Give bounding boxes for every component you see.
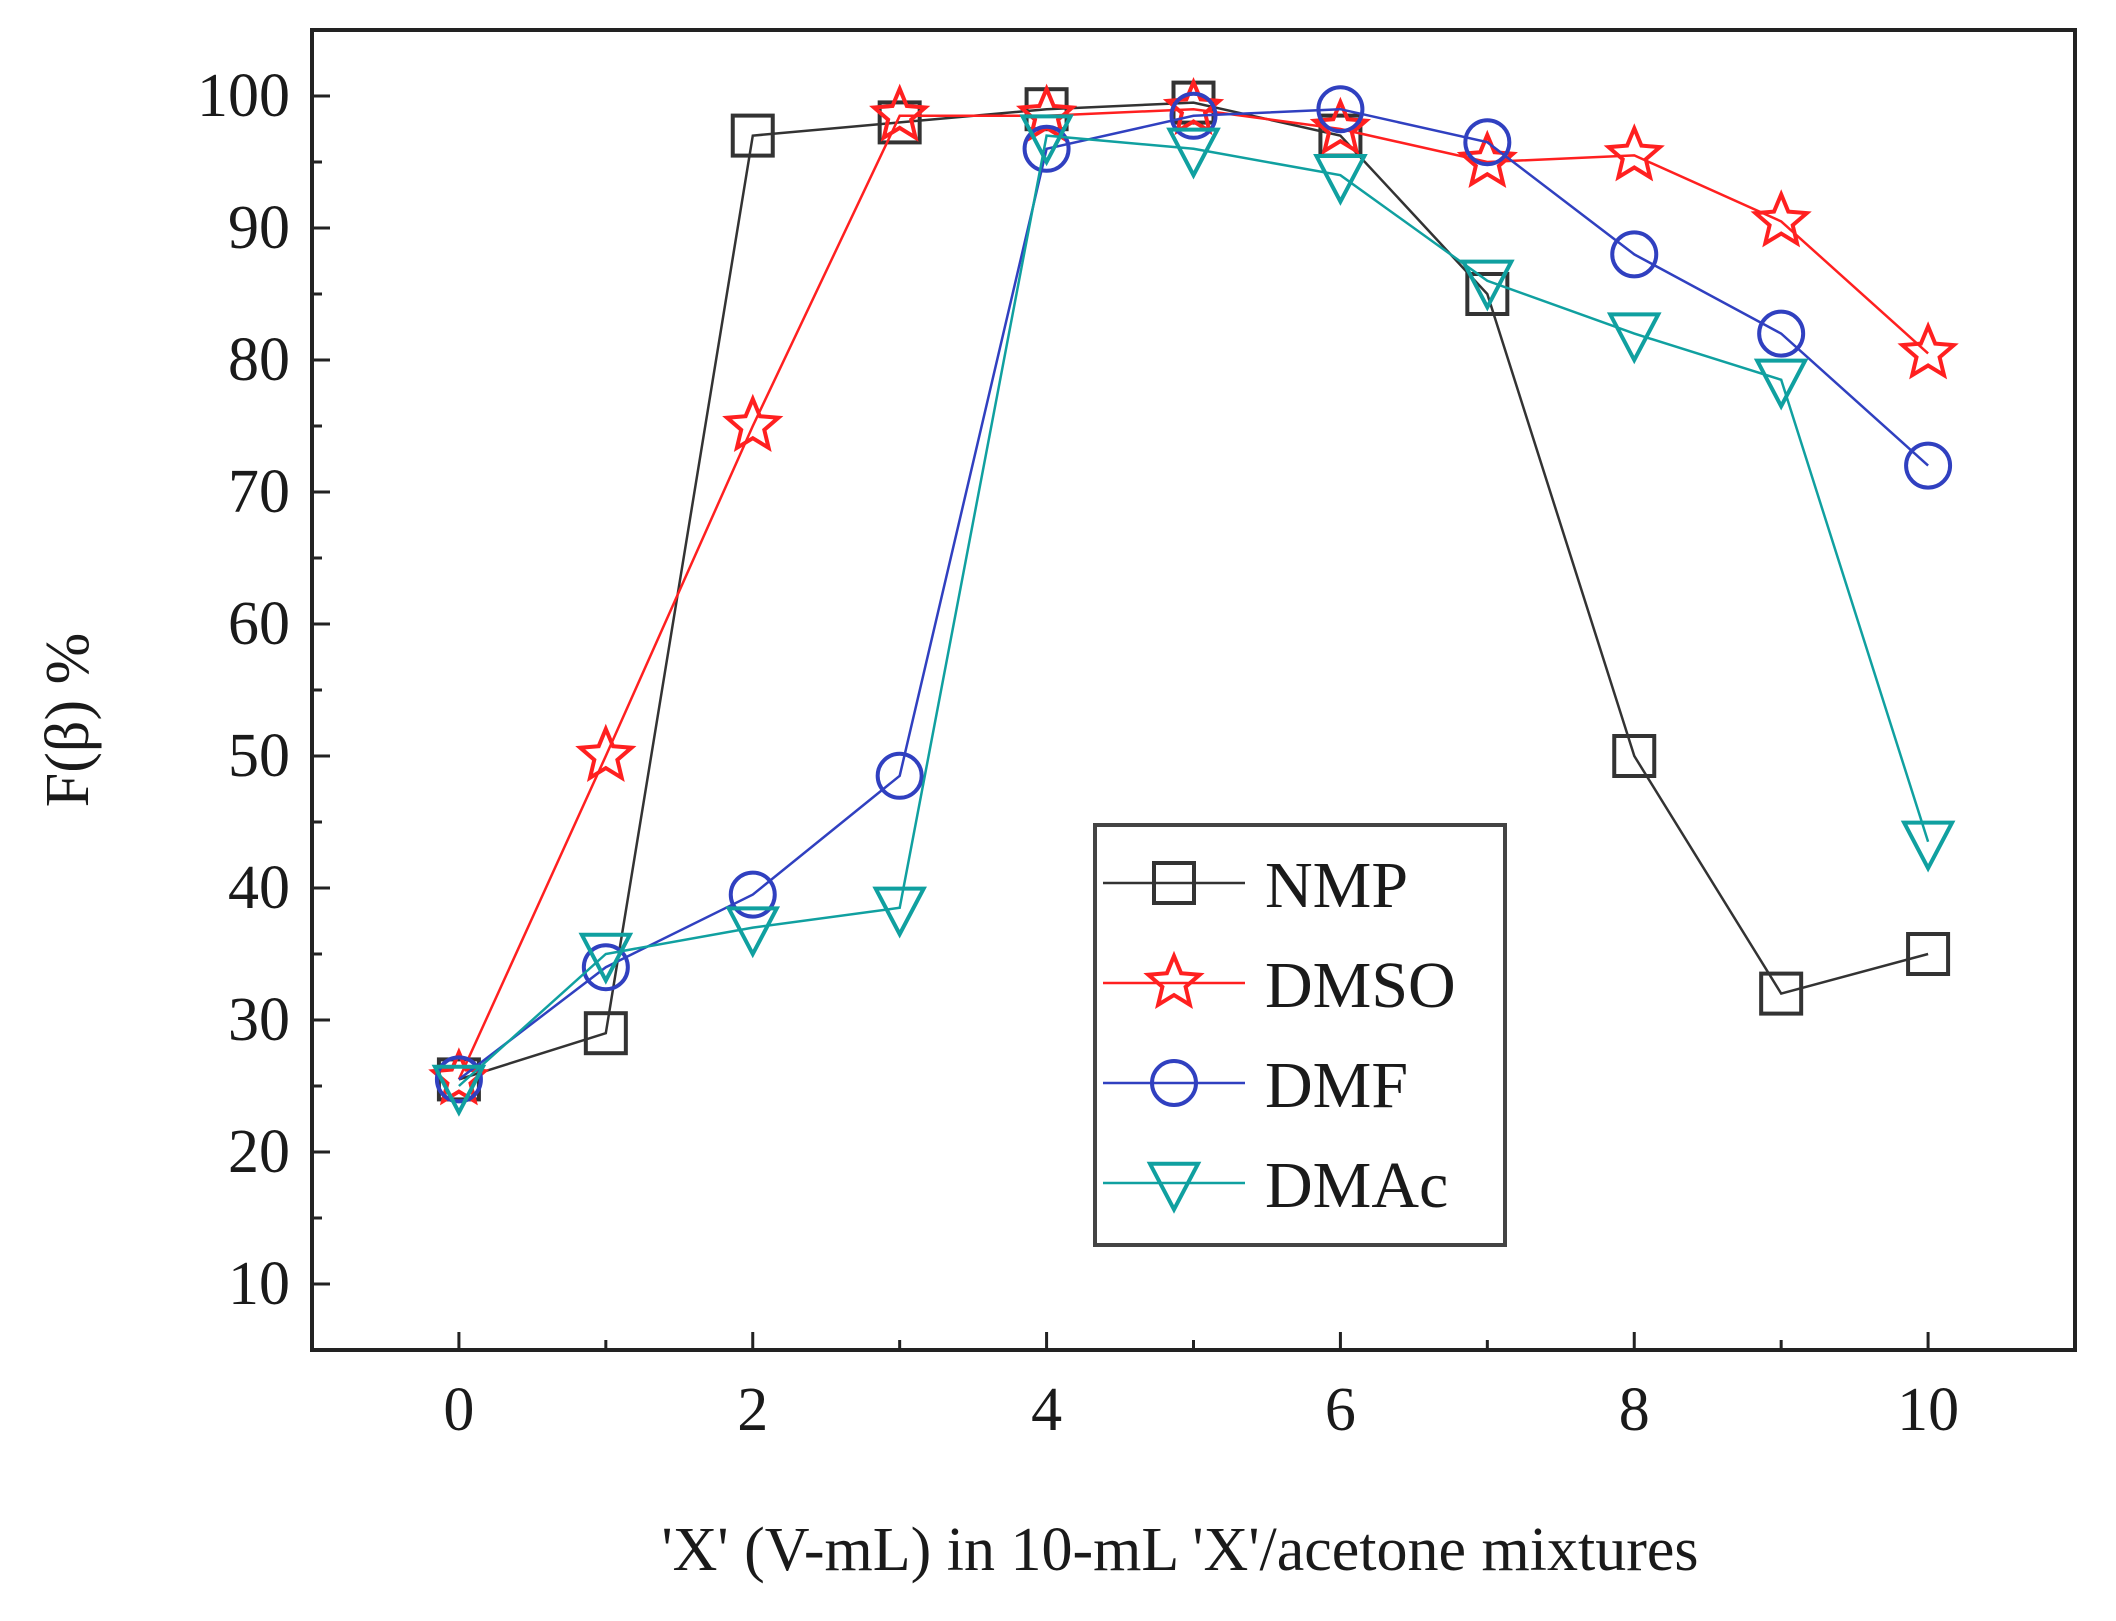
legend-label-dmf: DMF [1265,1049,1408,1122]
y-tick-label: 80 [228,326,290,394]
data-point-dmf [875,751,924,800]
data-point-nmp [1906,932,1951,976]
data-point-nmp [1612,734,1657,778]
data-point-dmf [1022,124,1071,173]
x-tick-label: 8 [1619,1376,1650,1444]
data-point-dmac [872,886,927,939]
y-tick-label: 20 [228,1118,290,1186]
data-point-dmac [431,1064,487,1117]
x-tick-label: 4 [1031,1376,1062,1444]
data-point-dmac [1313,154,1368,206]
y-tick-label: 40 [228,854,290,922]
data-point-dmso [869,83,931,142]
legend-label-dmso: DMSO [1265,949,1456,1022]
data-point-dmac [1753,358,1809,411]
series-line-dmac [458,134,1930,1087]
data-point-dmf [1316,85,1365,134]
data-point-dmac [1166,127,1221,180]
data-point-nmp [1759,971,1804,1016]
data-point-nmp [877,100,922,145]
y-tick-label: 50 [228,722,290,790]
data-point-nmp [1465,272,1510,316]
data-point-dmf [1463,118,1512,167]
data-point-dmf [1904,441,1953,490]
data-point-dmac [1460,259,1515,312]
data-point-dmso [1897,321,1959,380]
x-tick-label: 6 [1325,1376,1356,1444]
legend-label-dmac: DMAc [1265,1149,1448,1222]
data-point-dmac [578,932,634,985]
series-dmf [434,85,1953,1104]
legend-marker-dmso [1143,950,1205,1010]
legend-marker-dmf [1150,1059,1198,1107]
data-point-dmf [1610,230,1659,279]
legend-box [1093,823,1507,1247]
data-point-dmac [1019,114,1074,167]
series-line-nmp [458,101,1929,1081]
y-tick-label: 60 [228,590,290,658]
data-point-nmp [730,113,775,158]
data-point-dmf [1757,309,1806,358]
data-point-dmac [1606,312,1662,365]
data-point-nmp [583,1011,628,1056]
y-tick-label: 100 [197,62,290,130]
data-point-dmf [728,870,777,919]
y-tick-label: 30 [228,986,290,1054]
legend-marker-dmac [1146,1161,1202,1214]
data-point-dmf [434,1055,483,1104]
data-point-dmf [581,943,630,992]
y-tick-label: 90 [228,194,290,262]
data-point-dmso [575,723,637,783]
data-point-dmac [725,906,781,959]
y-tick-label: 10 [228,1250,290,1318]
series-dmac [431,114,1956,1117]
data-point-dmso [1603,123,1665,182]
data-point-dmso [1750,189,1812,248]
data-point-dmac [1900,820,1956,873]
x-tick-label: 0 [443,1376,474,1444]
series-line-dmso [457,107,1929,1080]
data-point-dmso [722,393,784,452]
y-tick-label: 70 [228,458,290,526]
x-axis-title: 'X' (V-mL) in 10-mL 'X'/acetone mixtures [661,1516,1698,1584]
legend: NMP DMSO DMF DMAc [1093,823,1507,1247]
y-axis-title: F(β) % [34,633,102,807]
legend-marker-nmp [1152,861,1196,905]
data-point-dmf [1169,91,1218,140]
data-point-dmso [1162,76,1225,136]
x-tick-label: 2 [737,1376,768,1444]
series-line-dmf [458,107,1929,1081]
legend-label-nmp: NMP [1265,849,1408,922]
x-tick-label: 10 [1897,1376,1959,1444]
